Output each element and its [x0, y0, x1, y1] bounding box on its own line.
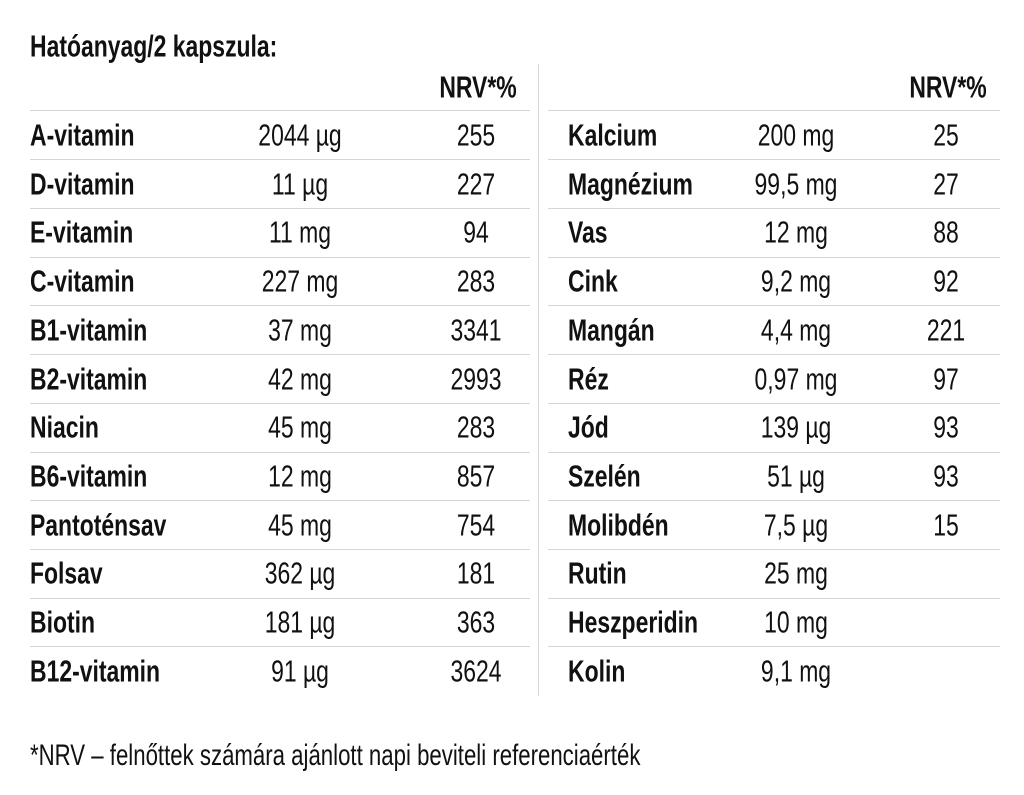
row-divider	[30, 548, 530, 550]
nrv-percent: 255	[456, 117, 496, 153]
nrv-percent: 25	[933, 117, 959, 153]
amount: 2044 µg	[258, 117, 342, 153]
nutrient-name: Kalcium	[568, 117, 658, 153]
column-header: NRV*%	[909, 69, 987, 105]
column-divider	[538, 64, 539, 696]
nutrient-name: B1-vitamin	[30, 312, 148, 348]
column-header: NRV*%	[439, 69, 517, 105]
nutrient-name: Molibdén	[568, 507, 669, 543]
amount: 4,4 mg	[760, 312, 832, 348]
amount: 45 mg	[268, 507, 332, 543]
footnote: *NRV – felnőttek számára ajánlott napi b…	[30, 739, 641, 772]
nrv-percent: 27	[933, 166, 959, 202]
amount: 99,5 mg	[754, 166, 838, 202]
amount: 12 mg	[764, 214, 828, 250]
nutrient-name: Szelén	[568, 458, 641, 494]
amount: 9,2 mg	[760, 263, 832, 299]
nutrient-name: B6-vitamin	[30, 458, 148, 494]
row-divider	[30, 110, 530, 111]
nutrient-name: A-vitamin	[30, 117, 135, 153]
nutrient-name: B2-vitamin	[30, 361, 148, 396]
row-divider	[548, 451, 1000, 453]
title: Hatóanyag/2 kapszula:	[30, 28, 278, 64]
nutrient-name: Niacin	[30, 409, 99, 445]
nrv-percent: 227	[456, 166, 496, 202]
nutrient-name: Magnézium	[568, 166, 693, 202]
nutrient-name: Biotin	[30, 604, 95, 640]
row-divider	[30, 646, 530, 648]
row-divider	[30, 305, 530, 307]
nrv-percent: 363	[456, 604, 496, 640]
row-divider	[548, 597, 1000, 599]
nrv-percent: 3624	[450, 653, 502, 689]
amount: 42 mg	[268, 361, 332, 396]
row-divider	[30, 354, 530, 356]
nutrient-name: D-vitamin	[30, 166, 135, 202]
amount: 181 µg	[264, 604, 336, 640]
row-divider	[548, 110, 1000, 111]
nrv-percent: 97	[933, 361, 959, 396]
nrv-percent: 754	[456, 507, 496, 543]
amount: 10 mg	[764, 604, 828, 640]
row-divider	[30, 402, 530, 404]
nrv-percent: 181	[456, 555, 496, 591]
nutrient-name: Jód	[568, 409, 609, 445]
nrv-percent: 3341	[450, 312, 502, 348]
amount: 7,5 µg	[763, 507, 829, 543]
nrv-percent: 93	[933, 409, 959, 445]
nutrient-name: Heszperidin	[568, 604, 699, 640]
row-divider	[548, 256, 1000, 258]
nrv-percent: 221	[926, 312, 966, 348]
nrv-percent: 88	[933, 214, 959, 250]
amount: 227 mg	[261, 263, 339, 299]
nutrient-name: Réz	[568, 361, 609, 396]
row-divider	[30, 500, 530, 502]
nrv-percent: 93	[933, 458, 959, 494]
nutrient-name: Vas	[568, 214, 608, 250]
row-divider	[30, 451, 530, 453]
nrv-percent: 92	[933, 263, 959, 299]
amount: 11 µg	[271, 166, 329, 202]
row-divider	[548, 548, 1000, 550]
nutrient-name: Pantoténsav	[30, 507, 167, 543]
nrv-percent: 283	[456, 409, 496, 445]
amount: 25 mg	[764, 555, 828, 591]
row-divider	[548, 354, 1000, 356]
row-divider	[548, 646, 1000, 648]
row-divider	[30, 159, 530, 161]
row-divider	[548, 500, 1000, 502]
nrv-percent: 94	[463, 214, 489, 250]
row-divider	[30, 597, 530, 599]
row-divider	[30, 208, 530, 210]
nutrient-name: C-vitamin	[30, 263, 135, 299]
nrv-percent: 2993	[450, 361, 502, 396]
amount: 139 µg	[760, 409, 832, 445]
nutrient-name: Mangán	[568, 312, 655, 348]
nutrient-name: Kolin	[568, 653, 626, 689]
amount: 0,97 mg	[754, 361, 838, 396]
amount: 37 mg	[268, 312, 332, 348]
amount: 11 mg	[268, 214, 332, 250]
nutrient-name: B12-vitamin	[30, 653, 161, 689]
amount: 45 mg	[268, 409, 332, 445]
row-divider	[548, 159, 1000, 161]
amount: 362 µg	[264, 555, 336, 591]
nrv-percent: 15	[933, 507, 959, 543]
row-divider	[548, 402, 1000, 404]
nutrient-name: Folsav	[30, 555, 103, 591]
nrv-percent: 283	[456, 263, 496, 299]
amount: 51 µg	[767, 458, 825, 494]
amount: 91 µg	[271, 653, 329, 689]
nutrient-name: Rutin	[568, 555, 627, 591]
amount: 200 mg	[757, 117, 835, 153]
nrv-percent: 857	[456, 458, 496, 494]
row-divider	[30, 256, 530, 258]
row-divider	[548, 208, 1000, 210]
row-divider	[548, 305, 1000, 307]
amount: 12 mg	[268, 458, 332, 494]
amount: 9,1 mg	[760, 653, 832, 689]
nutrient-name: Cink	[568, 263, 618, 299]
nutrient-name: E-vitamin	[30, 214, 134, 250]
